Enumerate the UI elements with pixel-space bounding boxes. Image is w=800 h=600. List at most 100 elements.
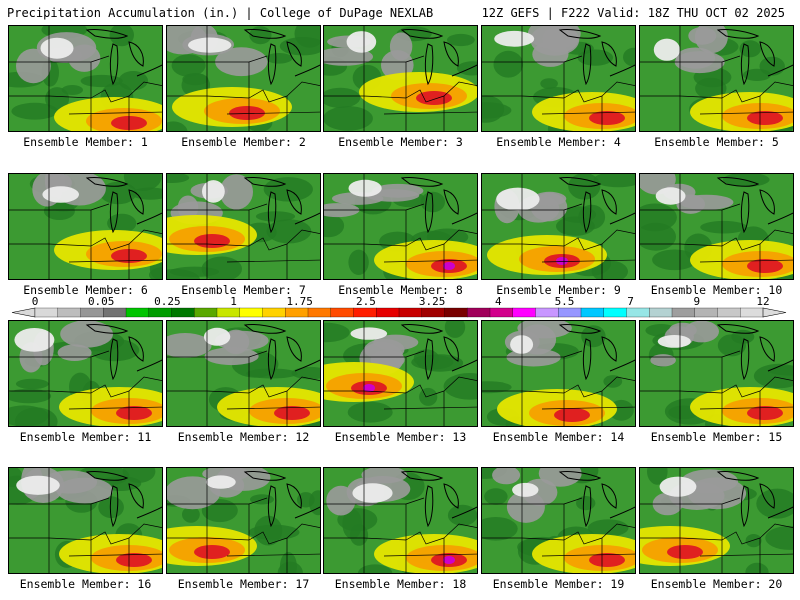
lake-erie-outline	[136, 212, 162, 225]
colorbar-segment	[694, 307, 718, 318]
light-precip-area	[593, 174, 635, 188]
lake-huron-outline	[128, 189, 144, 215]
lake-superior-outline	[400, 324, 444, 334]
state-boundary	[541, 406, 635, 410]
state-boundary	[563, 384, 603, 398]
ensemble-panel-2	[166, 25, 321, 132]
lake-erie-outline	[136, 64, 162, 77]
ensemble-panel-17	[166, 467, 321, 574]
lake-superior-outline	[243, 324, 287, 334]
state-boundary	[90, 89, 130, 103]
lake-superior-outline	[400, 29, 444, 39]
precip-map-11	[9, 321, 162, 426]
light-precip-area	[447, 504, 477, 526]
state-boundary	[563, 55, 583, 63]
lake-superior-outline	[85, 471, 129, 481]
state-boundary	[521, 356, 565, 394]
lake-erie-outline	[294, 64, 320, 77]
lake-huron-outline	[443, 336, 459, 362]
state-boundary	[286, 229, 320, 245]
lake-michigan-outline	[740, 43, 750, 86]
ensemble-panel-14	[481, 320, 636, 427]
state-boundary	[128, 229, 162, 245]
light-precip-area	[324, 322, 350, 343]
state-boundary	[68, 259, 162, 263]
state-boundary	[248, 237, 288, 251]
lake-erie-outline	[294, 359, 320, 372]
light-precip-area	[482, 102, 512, 119]
light-precip-area	[324, 214, 345, 238]
lake-michigan-outline	[740, 191, 750, 234]
state-boundary	[128, 523, 162, 539]
colorbar-segment	[671, 307, 696, 318]
trace-precip-area	[326, 485, 356, 516]
trace-precip-area	[60, 321, 113, 348]
precip-red-core	[274, 406, 310, 420]
light-precip-area	[745, 534, 762, 548]
light-precip-area	[347, 401, 393, 423]
chart-title: Precipitation Accumulation (in.) | Colle…	[7, 6, 434, 20]
precip-red-core	[589, 553, 625, 567]
panel-label-20: Ensemble Member: 20	[650, 577, 783, 591]
light-precip-area	[482, 517, 518, 541]
precip-map-17	[167, 468, 320, 573]
state-boundary	[90, 203, 110, 211]
precip-map-8	[324, 174, 477, 279]
precip-magenta-max	[443, 556, 455, 564]
lake-superior-outline	[400, 177, 444, 187]
lake-erie-outline	[294, 506, 320, 519]
precip-map-4	[482, 26, 635, 131]
light-precip-area	[246, 368, 298, 379]
lake-michigan-outline	[740, 485, 750, 528]
lake-michigan-outline	[267, 43, 277, 86]
lake-huron-outline	[286, 41, 302, 67]
state-boundary	[563, 350, 583, 358]
colorbar-tick-label: 0.05	[88, 296, 115, 308]
lake-michigan-outline	[740, 338, 750, 381]
state-boundary	[248, 497, 268, 505]
trace-precip-area	[532, 191, 567, 206]
state-boundary	[68, 553, 162, 557]
light-precip-area	[80, 74, 123, 88]
precip-map-15	[640, 321, 793, 426]
lake-huron-outline	[443, 41, 459, 67]
light-precip-area	[279, 37, 320, 56]
precip-red-core	[194, 234, 230, 248]
light-precip-area	[167, 174, 190, 183]
state-boundary	[90, 384, 130, 398]
state-boundary	[286, 376, 320, 392]
state-boundary	[721, 531, 761, 545]
precip-map-7	[167, 174, 320, 279]
lake-superior-outline	[716, 471, 760, 481]
state-boundary	[699, 553, 793, 557]
no-precip-area	[202, 180, 225, 203]
lake-erie-outline	[767, 506, 793, 519]
lake-erie-outline	[451, 212, 477, 225]
state-boundary	[699, 111, 793, 115]
ensemble-panel-18	[323, 467, 478, 574]
colorbar-segment	[34, 307, 59, 318]
state-boundary	[521, 503, 565, 541]
colorbar-segment	[444, 307, 468, 318]
no-precip-area	[655, 187, 686, 205]
lake-michigan-outline	[582, 338, 592, 381]
light-precip-area	[419, 387, 438, 406]
precip-map-19	[482, 468, 635, 573]
no-precip-area	[659, 476, 697, 497]
state-boundary	[363, 209, 407, 247]
colorbar-tick-label: 1.75	[286, 296, 313, 308]
state-boundary	[248, 350, 268, 358]
precip-map-9	[482, 174, 635, 279]
state-boundary	[601, 229, 635, 245]
state-boundary	[90, 55, 110, 63]
no-precip-area	[510, 335, 534, 354]
panel-label-14: Ensemble Member: 14	[492, 430, 625, 444]
state-boundary	[563, 237, 603, 251]
state-boundary	[48, 356, 92, 394]
colorbar-segment	[649, 307, 673, 318]
trace-precip-area	[219, 174, 253, 210]
state-boundary	[721, 89, 761, 103]
lake-michigan-outline	[424, 43, 434, 86]
panel-label-17: Ensemble Member: 17	[177, 577, 310, 591]
light-precip-area	[417, 354, 464, 372]
